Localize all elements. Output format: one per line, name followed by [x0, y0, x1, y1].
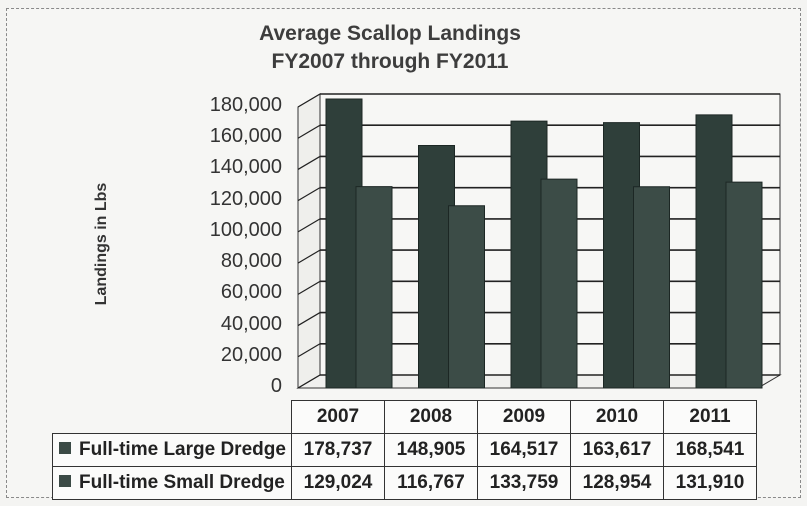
- y-tick-label: 0: [270, 375, 282, 397]
- gridline-side: [297, 280, 321, 295]
- table-row-large-dredge: Full-time Large Dredge 178,737 148,905 1…: [52, 433, 757, 467]
- bar-small-dredge: [448, 205, 485, 389]
- table-year-2010: 2010: [570, 400, 664, 434]
- gridline-side: [297, 343, 321, 358]
- bar-small-dredge: [725, 181, 763, 389]
- y-tick-label: 140,000: [209, 156, 282, 179]
- chart-subtitle: FY2007 through FY2011: [271, 50, 509, 73]
- bar-small-dredge: [355, 186, 393, 389]
- legend-label-small: Full-time Small Dredge: [79, 472, 285, 493]
- bar-small-dredge: [633, 186, 670, 389]
- gridline-side: [297, 312, 321, 327]
- cell-large-2010: 163,617: [570, 433, 664, 467]
- gridline-side: [297, 124, 321, 139]
- y-tick-label: 60,000: [220, 281, 282, 304]
- y-tick-label: 160,000: [209, 125, 282, 148]
- legend-swatch-small: [59, 475, 71, 487]
- gridline-side: [297, 155, 321, 170]
- cell-small-2009: 133,759: [477, 466, 571, 500]
- table-year-2008: 2008: [384, 400, 478, 434]
- cell-large-2009: 164,517: [477, 433, 571, 467]
- chart-title: Average Scallop Landings: [259, 22, 521, 45]
- gridline-side: [297, 93, 321, 108]
- table-header-row: 2007 2008 2009 2010 2011: [53, 400, 757, 434]
- legend-swatch-large: [59, 442, 71, 454]
- y-tick-label: 180,000: [209, 94, 282, 116]
- bar-small-dredge: [540, 178, 578, 389]
- legend-label-large: Full-time Large Dredge: [79, 439, 286, 460]
- y-tick-label: 120,000: [209, 187, 282, 210]
- table-year-2011: 2011: [663, 400, 757, 434]
- y-tick-label: 20,000: [220, 343, 282, 366]
- cell-small-2011: 131,910: [663, 466, 757, 500]
- y-axis-label: Landings in Lbs: [93, 182, 110, 306]
- table-year-2007: 2007: [291, 400, 385, 434]
- chart-side-wall: [297, 93, 321, 389]
- gridline-side: [297, 187, 321, 202]
- y-tick-label: 40,000: [220, 312, 282, 335]
- legend-small-dredge: Full-time Small Dredge: [52, 466, 292, 500]
- cell-small-2007: 129,024: [291, 466, 385, 500]
- table-corner: [53, 401, 292, 434]
- table-year-2009: 2009: [477, 400, 571, 434]
- table-row-small-dredge: Full-time Small Dredge 129,024 116,767 1…: [52, 466, 757, 500]
- gridline-side: [297, 374, 321, 389]
- legend-large-dredge: Full-time Large Dredge: [52, 433, 292, 467]
- data-table: 2007 2008 2009 2010 2011 Full-time Large…: [52, 400, 757, 500]
- cell-small-2010: 128,954: [570, 466, 664, 500]
- y-tick-label: 80,000: [220, 250, 282, 273]
- cell-large-2011: 168,541: [663, 433, 757, 467]
- gridline-side: [297, 218, 321, 233]
- gridline-side: [297, 249, 321, 264]
- y-tick-label: 100,000: [209, 218, 282, 241]
- cell-small-2008: 116,767: [384, 466, 478, 500]
- cell-large-2008: 148,905: [384, 433, 478, 467]
- cell-large-2007: 178,737: [291, 433, 385, 467]
